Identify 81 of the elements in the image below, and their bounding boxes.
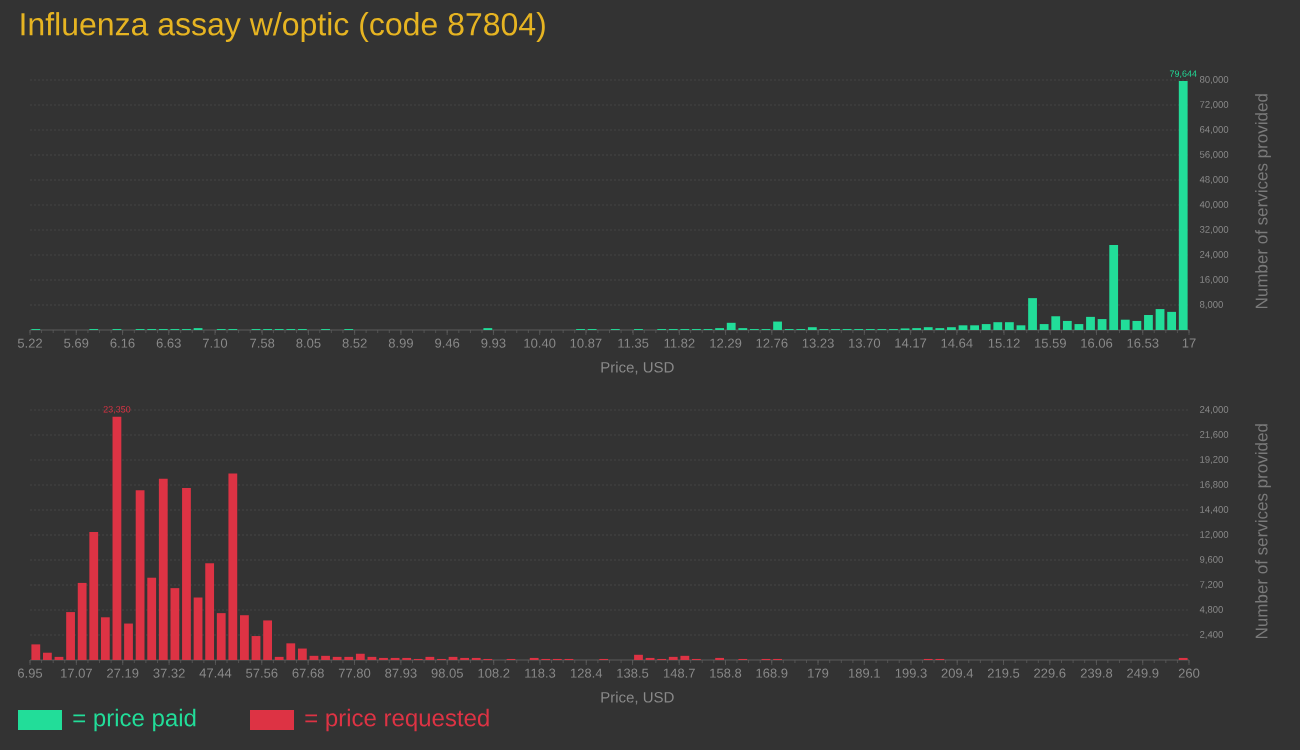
- x-tick-label: 108.2: [478, 668, 510, 678]
- x-tick-label: 5.22: [17, 338, 42, 348]
- data-label: 79,644: [1169, 70, 1197, 78]
- x-tick-label: 12.29: [710, 338, 742, 348]
- x-tick-label: 57.56: [246, 668, 278, 678]
- x-tick-label: 98.05: [431, 668, 463, 678]
- data-label: 23,350: [103, 406, 131, 414]
- x-tick-label: 16.06: [1081, 338, 1113, 348]
- y-tick-label: 40,000: [1199, 201, 1229, 209]
- y-tick-label: 48,000: [1199, 176, 1229, 184]
- x-tick-label: 148.7: [663, 668, 695, 678]
- x-tick-label: 14.17: [895, 338, 927, 348]
- x-tick-label: 6.16: [110, 338, 135, 348]
- x-tick-label: 118.3: [525, 668, 556, 678]
- legend-label: = price requested: [305, 708, 489, 732]
- y-tick-label: 4,800: [1199, 606, 1223, 614]
- x-tick-label: 138.5: [617, 668, 649, 678]
- y-tick-label: 56,000: [1199, 151, 1229, 159]
- x-tick-label: 8.52: [342, 338, 367, 348]
- x-tick-label: 13.23: [802, 338, 834, 348]
- y-tick-label: 9,600: [1199, 556, 1223, 564]
- x-tick-label: 9.93: [481, 338, 506, 348]
- x-tick-label: 7.10: [203, 338, 228, 348]
- x-tick-label: 67.68: [292, 668, 324, 678]
- x-tick-label: 37.32: [153, 668, 185, 678]
- y-tick-label: 14,400: [1200, 506, 1229, 514]
- y-tick-label: 16,800: [1200, 481, 1229, 489]
- x-tick-label: 11.35: [618, 338, 649, 348]
- y-tick-label: 8,000: [1199, 301, 1223, 309]
- x-tick-label: 179: [808, 668, 829, 678]
- x-tick-label: 5.69: [64, 338, 89, 348]
- x-tick-label: 13.70: [849, 338, 881, 348]
- x-tick-label: 189.1: [849, 668, 880, 678]
- y-tick-label: 64,000: [1200, 126, 1229, 134]
- x-tick-label: 17.07: [61, 668, 92, 678]
- x-tick-label: 128.4: [570, 668, 603, 678]
- x-tick-label: 199.3: [895, 668, 927, 678]
- y-tick-label: 19,200: [1200, 456, 1229, 464]
- x-tick-label: 168.9: [756, 668, 788, 678]
- x-tick-label: 77.80: [338, 668, 371, 678]
- x-tick-label: 229.6: [1034, 668, 1066, 678]
- y-tick-label: 32,000: [1199, 226, 1229, 234]
- x-tick-label: 6.63: [156, 338, 181, 348]
- y-tick-label: 2,400: [1200, 631, 1223, 639]
- x-tick-label: 7.58: [250, 338, 275, 348]
- x-tick-label: 10.87: [570, 338, 602, 348]
- x-tick-label: 87.93: [385, 668, 417, 678]
- x-tick-label: 8.05: [296, 338, 321, 348]
- x-tick-label: 10.40: [524, 338, 556, 348]
- x-axis-title: Price, USD: [601, 361, 674, 375]
- x-tick-label: 260: [1178, 668, 1200, 678]
- x-tick-label: 12.76: [756, 338, 788, 348]
- y-tick-label: 80,000: [1199, 76, 1229, 84]
- x-tick-label: 209.4: [941, 668, 974, 678]
- y-tick-label: 12,000: [1200, 531, 1229, 539]
- x-tick-label: 14.64: [941, 338, 973, 348]
- x-tick-label: 9.46: [435, 338, 460, 348]
- x-tick-label: 16.53: [1127, 338, 1159, 348]
- x-tick-label: 15.12: [988, 338, 1020, 348]
- x-tick-label: 27.19: [107, 668, 139, 678]
- x-tick-label: 17: [1182, 338, 1196, 348]
- y-tick-label: 24,000: [1200, 406, 1229, 414]
- x-tick-label: 8.99: [388, 338, 413, 348]
- y-tick-label: 7,200: [1200, 581, 1223, 589]
- y-tick-label: 21,600: [1200, 431, 1229, 439]
- chart-title: Influenza assay w/optic (code 87804): [21, 12, 545, 42]
- x-tick-label: 6.95: [18, 668, 43, 678]
- x-axis-title: Price, USD: [601, 691, 674, 705]
- y-tick-label: 16,000: [1200, 276, 1229, 284]
- x-tick-label: 15.59: [1035, 338, 1066, 348]
- x-tick-label: 219.5: [987, 668, 1020, 678]
- y-axis-title: Number of services provided: [1255, 94, 1271, 309]
- x-tick-label: 11.82: [664, 338, 695, 348]
- y-tick-label: 72,000: [1200, 101, 1229, 109]
- x-tick-label: 47.44: [199, 668, 232, 678]
- y-axis-title: Number of services provided: [1255, 424, 1271, 639]
- x-tick-label: 249.9: [1127, 668, 1159, 678]
- legend-label: = price paid: [73, 708, 196, 732]
- x-tick-label: 239.8: [1080, 668, 1113, 678]
- y-tick-label: 24,000: [1200, 251, 1229, 259]
- x-tick-label: 158.8: [710, 668, 742, 678]
